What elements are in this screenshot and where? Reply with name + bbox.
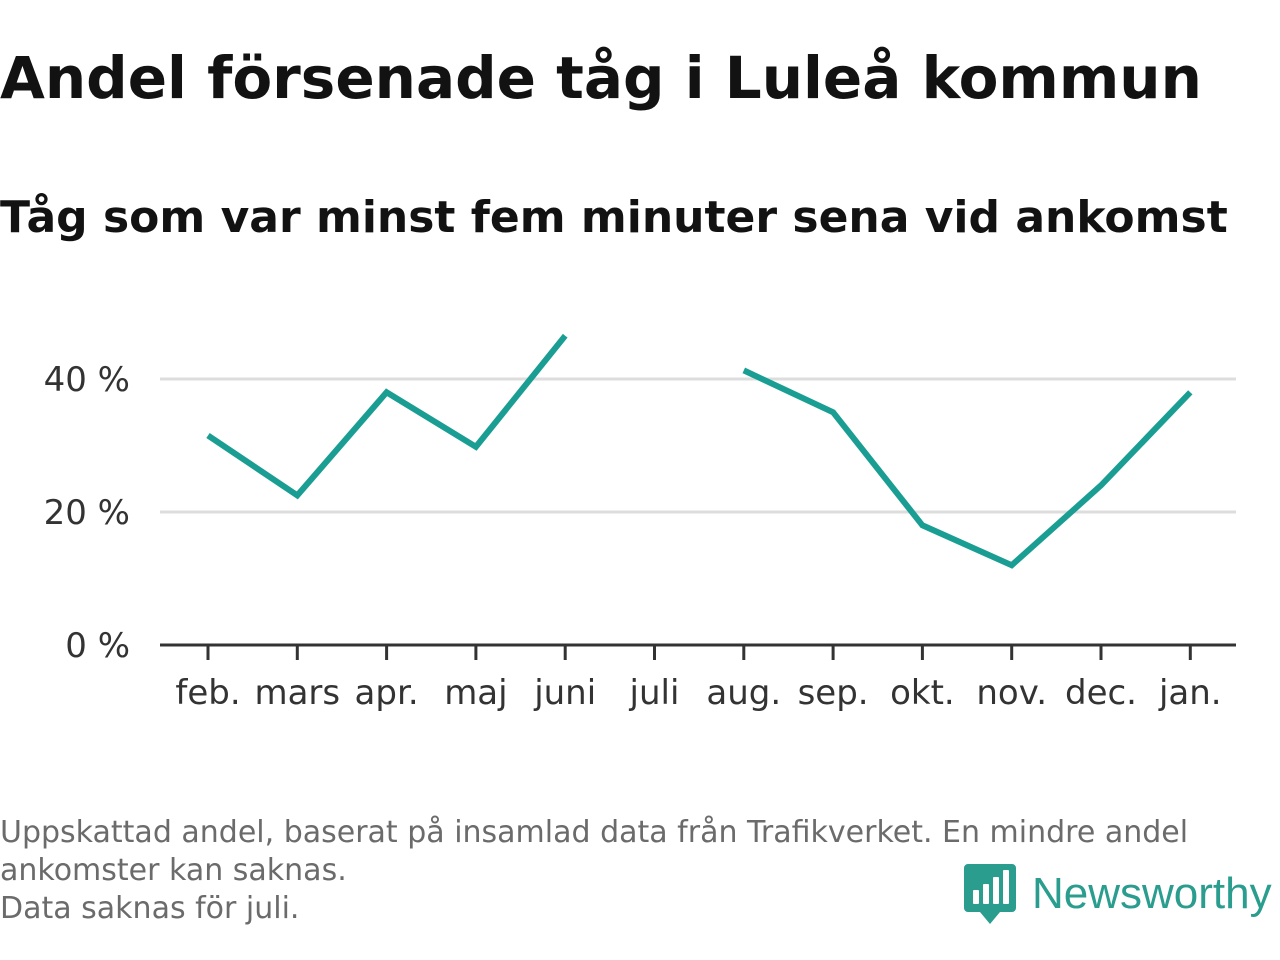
y-tick-label: 0 % [65, 626, 130, 666]
brand-logo: Newsworthy [964, 862, 1272, 926]
footnote-line: Data saknas för juli. [0, 891, 300, 926]
x-tick-label: jan. [1158, 673, 1222, 713]
y-tick-label: 20 % [44, 493, 130, 533]
x-tick-label: apr. [355, 673, 419, 713]
y-tick-label: 40 % [44, 360, 130, 400]
x-tick-label: dec. [1065, 673, 1137, 713]
footnote: Uppskattad andel, baserat på insamlad da… [0, 814, 1270, 928]
line-chart: 0 % 20 % 40 % feb. mars apr. maj juni juli aug. se… [44, 333, 1236, 713]
x-tick-label: mars [254, 673, 340, 713]
x-tick-label: juni [533, 673, 596, 713]
footnote-line: Uppskattad andel, baserat på insamlad da… [0, 815, 1189, 850]
x-tick-label: juli [629, 673, 680, 713]
footnote-line: ankomster kan saknas. [0, 853, 347, 888]
x-tick-label: nov. [976, 673, 1047, 713]
chart-title: Andel försenade tåg i Luleå kommun [0, 44, 1202, 112]
x-tick-label: aug. [706, 673, 781, 713]
series-line [206, 333, 568, 500]
x-tick-label: maj [444, 673, 507, 713]
brand-name: Newsworthy [1032, 869, 1272, 918]
series-line [742, 367, 1193, 569]
newsworthy-logo-icon [964, 864, 1016, 924]
x-tick-label: okt. [890, 673, 955, 713]
chart-subtitle: Tåg som var minst fem minuter sena vid a… [0, 192, 1228, 243]
x-tick-label: feb. [175, 673, 240, 713]
x-tick-label: sep. [798, 673, 869, 713]
